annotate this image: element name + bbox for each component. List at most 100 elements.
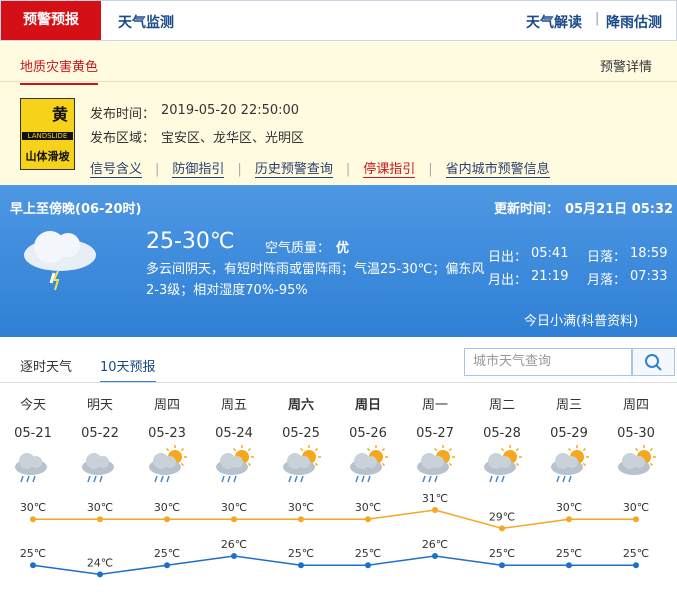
temp-point [30,516,36,523]
rain [93,475,97,483]
warning-link[interactable]: 省内城市预警信息 [445,162,550,178]
cloud [432,456,444,468]
tab[interactable]: 降雨估测 [606,15,662,31]
temp-point [633,516,639,523]
forecast-tab[interactable]: 逐时天气 [20,360,73,375]
rain [221,475,225,483]
weather-icon [24,231,96,291]
temp-label: 25℃ [288,547,314,560]
cloud [499,456,511,468]
weekday: 周四 [623,398,649,413]
sun-ray [567,447,572,452]
icon-type: 山体滑坡 [25,150,70,163]
temp-point [164,516,170,523]
weekday: 明天 [87,398,113,413]
weather-icon [551,445,589,483]
area-label: 发布区域： [90,131,156,146]
forecast-chart: 今天 05-21 明天 05-22 周四 05-23 周五 05-24 周六 05-25 周日 05-… [14,397,656,578]
sunset-label: 日落： [587,250,627,265]
temp-point [566,516,572,523]
warning-link[interactable]: 停课指引 [363,162,416,178]
sun-ray [515,462,520,467]
rain [367,475,371,483]
sunrise-label: 日出： [488,250,528,265]
search-button[interactable] [632,348,675,376]
tab[interactable]: 天气监测 [118,15,174,31]
temp-label: 30℃ [87,501,113,514]
warning-link[interactable]: 防御指引 [172,162,225,178]
separator: | [224,162,255,177]
forecast-tab-active[interactable]: 10天预报 [100,356,156,383]
sun-ray [381,462,386,467]
sun-ray [314,447,319,452]
warning-link[interactable]: 信号含义 [90,162,143,178]
tab-active[interactable]: 预警预报 [1,1,101,40]
date: 05-27 [416,426,454,441]
sun-ray [582,462,587,467]
temp-label: 30℃ [556,501,582,514]
sunrise: 05:41 [531,246,569,261]
description: 多云间阴天，有短时阵雨或雷阵雨；气温25-30℃；偏东风2-3级；相对湿度70%… [146,262,485,298]
sun-ray [247,447,252,452]
temp-label: 29℃ [489,510,515,523]
sun-ray [448,447,453,452]
weekday: 周六 [288,397,314,413]
weather-icon [149,445,187,483]
temp-line [33,509,636,530]
warning-detail[interactable]: 预警详情 [600,60,653,75]
rain [562,475,566,483]
note[interactable]: 今日小满(科普资料) [524,314,639,329]
cloud [365,456,377,468]
sun-ray [247,462,252,467]
weather-icon [82,453,114,483]
temp-point [499,525,505,532]
rain [99,475,103,483]
weekday: 周五 [221,398,247,413]
weather-icon [350,445,388,483]
temp-point [633,562,639,569]
updated: 05月21日 05:32 [565,202,674,217]
temp-label: 26℃ [221,538,247,551]
tab[interactable]: 天气解读 [526,15,582,31]
weekday: 周二 [489,398,515,413]
sun-ray [649,462,654,467]
date: 05-24 [215,426,253,441]
rain [568,475,572,483]
search-input[interactable]: 城市天气查询 [464,348,632,376]
warning-link[interactable]: 历史预警查询 [254,162,333,178]
warning-title[interactable]: 地质灾害黄色 [20,56,99,85]
rain [227,475,231,483]
aqi-label: 空气质量： [265,241,331,256]
temp-label: 30℃ [623,501,649,514]
rain [428,475,432,483]
rain [501,475,505,483]
temp-label: 31℃ [422,492,448,505]
temp-label: 25℃ [154,547,180,560]
temp-label: 26℃ [422,538,448,551]
divider [0,81,677,82]
separator: | [595,11,600,26]
rain [166,475,170,483]
rain [154,475,158,483]
weather-icon [15,453,47,483]
top-tabs: 预警预报 天气监测 天气解读 | 降雨估测 [0,0,677,41]
temp-label: 30℃ [20,501,46,514]
rain [300,475,304,483]
rain [160,475,164,483]
moonset-label: 月落： [587,273,627,288]
moonrise-label: 月出： [488,273,528,288]
weather-icon [283,445,321,483]
cloud [231,456,243,468]
rain [294,475,298,483]
aqi: 优 [336,241,350,256]
rain [26,475,30,483]
time: 2019-05-20 22:50:00 [161,103,300,118]
cloud [633,456,645,468]
rain [233,475,237,483]
warning-icon: 黄 LANDSLIDE 山体滑坡 [20,98,75,170]
temp-point [164,562,170,569]
temp-label: 30℃ [221,501,247,514]
rain [489,475,493,483]
temp-label: 25℃ [489,547,515,560]
date: 05-22 [81,426,119,441]
